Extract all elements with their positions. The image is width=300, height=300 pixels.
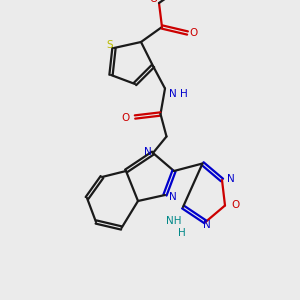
Text: H: H (180, 88, 188, 99)
Text: O: O (149, 0, 157, 4)
Text: N: N (169, 88, 176, 99)
Text: N: N (203, 220, 211, 230)
Text: S: S (106, 40, 113, 50)
Text: O: O (122, 113, 130, 123)
Text: NH: NH (166, 215, 182, 226)
Text: O: O (231, 200, 239, 211)
Text: N: N (144, 147, 152, 158)
Text: O: O (189, 28, 198, 38)
Text: H: H (178, 228, 185, 239)
Text: N: N (226, 173, 234, 184)
Text: N: N (169, 191, 176, 202)
